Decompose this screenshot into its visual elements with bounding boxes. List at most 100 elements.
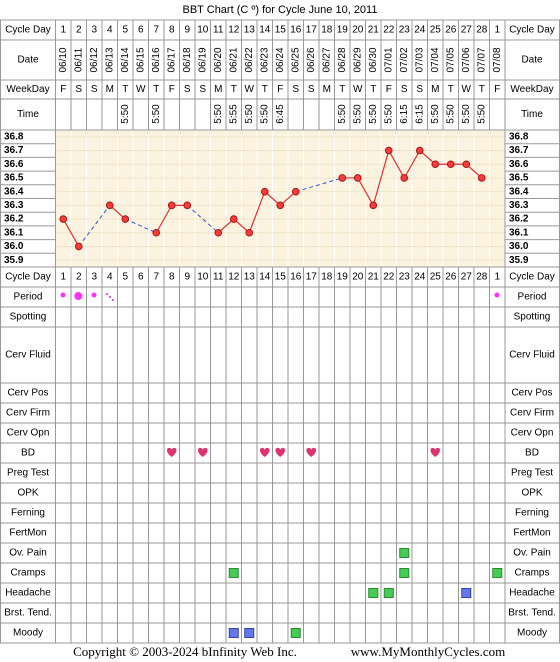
cycle-day: 9	[184, 25, 190, 36]
date: 06/21	[228, 47, 239, 72]
green-square	[399, 548, 410, 558]
row-label: Time	[521, 109, 543, 120]
cycle-day: 19	[337, 25, 349, 36]
date: 07/08	[492, 47, 503, 72]
row-label: Cramps	[10, 568, 45, 579]
weekday: T	[448, 84, 454, 95]
temperature-point	[353, 174, 362, 182]
cycle-day: 27	[461, 272, 473, 283]
weekday: T	[479, 84, 485, 95]
time: 6:15	[414, 104, 425, 124]
y-tick-label: 36.0	[4, 241, 24, 252]
cycle-day: 12	[228, 272, 240, 283]
cycle-day: 11	[213, 25, 224, 36]
date: 06/27	[321, 47, 332, 72]
cycle-day: 25	[430, 272, 442, 283]
row-label: Cycle Day	[509, 272, 555, 283]
blue-square	[228, 628, 239, 638]
temperature-point	[415, 146, 424, 155]
cycle-day: 26	[445, 272, 457, 283]
cycle-day: 1	[60, 272, 66, 283]
row-label: Brst. Tend.	[508, 608, 556, 619]
cycle-day: 20	[352, 25, 364, 36]
row-label: Date	[17, 55, 39, 66]
row-label: Period	[518, 292, 547, 303]
cycle-day: 26	[445, 25, 457, 36]
gap-line	[295, 177, 343, 193]
green-square	[290, 628, 301, 638]
date: 06/26	[306, 47, 317, 72]
row-label: Cycle Day	[5, 25, 51, 36]
cycle-day: 24	[414, 272, 426, 283]
weekday: W	[462, 84, 472, 95]
time: 6:45	[275, 104, 286, 124]
row-label: Spotting	[514, 312, 551, 323]
cycle-day: 9	[184, 272, 190, 283]
weekday: M	[323, 84, 331, 95]
date: 06/10	[58, 47, 69, 72]
row-label: Cerv Opn	[511, 428, 554, 439]
row-label: Headache	[509, 588, 555, 599]
temperature-point	[105, 201, 114, 210]
date: 06/18	[182, 47, 193, 72]
weekday: S	[292, 84, 299, 95]
icons	[60, 292, 503, 638]
temperature-point	[400, 174, 409, 182]
y-tick-label: 36.2	[509, 214, 529, 225]
row-label: Brst. Tend.	[4, 608, 52, 619]
time: 5:50	[445, 104, 456, 124]
row-label: Cerv Pos	[511, 388, 552, 399]
time: 5:50	[352, 104, 363, 124]
temperature-point	[276, 201, 285, 210]
date: 06/19	[197, 47, 208, 72]
weekday: T	[153, 84, 159, 95]
y-tick-label: 36.7	[509, 145, 529, 156]
weekday: T	[339, 84, 345, 95]
cycle-day: 5	[122, 272, 128, 283]
cycle-day: 13	[244, 272, 256, 283]
row-label: WeekDay	[510, 84, 553, 95]
heart	[275, 447, 285, 457]
cycle-day: 3	[91, 25, 97, 36]
gap-line	[78, 205, 111, 247]
date: 06/24	[275, 47, 286, 72]
weekday: S	[75, 84, 82, 95]
weekday: F	[277, 84, 283, 95]
cycle-day: 4	[107, 25, 113, 36]
row-label: Cerv Pos	[7, 388, 48, 399]
row-label: Preg Test	[7, 468, 49, 479]
y-tick-label: 36.2	[4, 214, 24, 225]
weekday: W	[353, 84, 363, 95]
y-tick-label: 36.5	[509, 173, 529, 184]
row-label: Cerv Firm	[6, 408, 50, 419]
date: 06/12	[89, 47, 100, 72]
time: 5:50	[259, 104, 270, 124]
temperature-point	[462, 160, 471, 169]
weekday: T	[370, 84, 376, 95]
heart	[260, 447, 270, 457]
cycle-day: 1	[60, 25, 66, 36]
time: 5:50	[368, 104, 379, 124]
cycle-day: 4	[107, 272, 113, 283]
row-label: Ov. Pain	[513, 548, 551, 559]
row-label: Ferning	[11, 508, 45, 519]
heart	[167, 447, 177, 457]
cycle-day: 1	[494, 272, 500, 283]
weekday: T	[122, 84, 128, 95]
y-tick-label: 36.8	[4, 131, 24, 142]
date: 07/04	[430, 47, 441, 72]
weekday: M	[106, 84, 114, 95]
heart	[306, 447, 316, 457]
cycle-day: 22	[383, 25, 395, 36]
spot-dot	[112, 299, 114, 301]
weekday: T	[231, 84, 237, 95]
date: 06/28	[337, 47, 348, 72]
row-label: Headache	[5, 588, 51, 599]
row-label: Moody	[517, 628, 547, 639]
cycle-day: 23	[399, 25, 411, 36]
date: 07/02	[399, 47, 410, 72]
cycle-day: 13	[244, 25, 256, 36]
site-link[interactable]: www.MyMonthlyCycles.com	[351, 644, 505, 659]
weekday: F	[169, 84, 175, 95]
